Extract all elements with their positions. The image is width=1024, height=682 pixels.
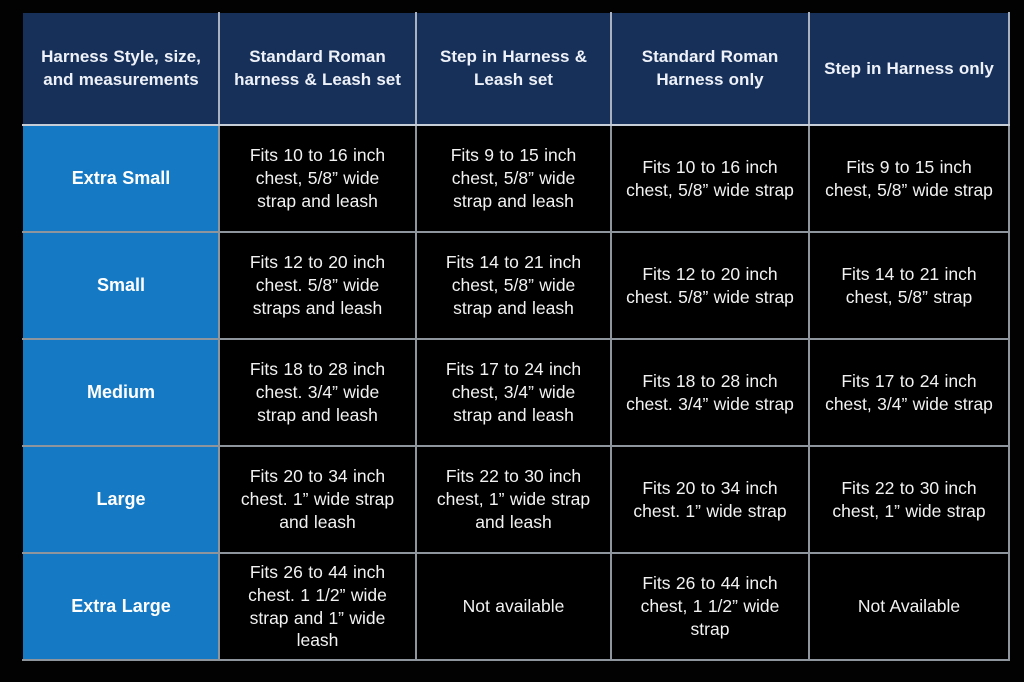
table-cell: Fits 18 to 28 inch chest. 3/4” wide stra… — [610, 338, 810, 447]
table-row-medium: Medium Fits 18 to 28 inch chest. 3/4” wi… — [23, 338, 1010, 447]
table-cell: Fits 26 to 44 inch chest. 1 1/2” wide st… — [218, 552, 417, 661]
table-cell: Fits 12 to 20 inch chest. 5/8” wide stra… — [218, 231, 417, 340]
row-label-medium: Medium — [23, 338, 220, 447]
table-cell: Not Available — [808, 552, 1010, 661]
table-cell: Fits 20 to 34 inch chest. 1” wide strap … — [218, 445, 417, 554]
header-cell-roman-harness-leash-set: Standard Roman harness & Leash set — [218, 13, 417, 126]
table-cell: Fits 10 to 16 inch chest, 5/8” wide stra… — [610, 124, 810, 233]
table-cell: Fits 14 to 21 inch chest, 5/8” wide stra… — [415, 231, 612, 340]
table-cell: Fits 22 to 30 inch chest, 1” wide strap … — [415, 445, 612, 554]
row-label-large: Large — [23, 445, 220, 554]
table-cell: Fits 17 to 24 inch chest, 3/4” wide stra… — [808, 338, 1010, 447]
header-cell-style-size: Harness Style, size, and measurements — [23, 13, 220, 126]
table-cell: Fits 20 to 34 inch chest. 1” wide strap — [610, 445, 810, 554]
table-cell: Fits 26 to 44 inch chest, 1 1/2” wide st… — [610, 552, 810, 661]
header-row: Harness Style, size, and measurements St… — [23, 13, 1010, 126]
table-cell: Fits 14 to 21 inch chest, 5/8” strap — [808, 231, 1010, 340]
table-cell: Fits 9 to 15 inch chest, 5/8” wide strap — [808, 124, 1010, 233]
table-cell: Fits 9 to 15 inch chest, 5/8” wide strap… — [415, 124, 612, 233]
table-cell: Fits 18 to 28 inch chest. 3/4” wide stra… — [218, 338, 417, 447]
table-row-extra-large: Extra Large Fits 26 to 44 inch chest. 1 … — [23, 552, 1010, 661]
row-label-extra-small: Extra Small — [23, 124, 220, 233]
row-label-small: Small — [23, 231, 220, 340]
table-cell: Not available — [415, 552, 612, 661]
row-label-extra-large: Extra Large — [23, 552, 220, 661]
header-cell-roman-harness-only: Standard Roman Harness only — [610, 13, 810, 126]
table-cell: Fits 17 to 24 inch chest, 3/4” wide stra… — [415, 338, 612, 447]
table-cell: Fits 12 to 20 inch chest. 5/8” wide stra… — [610, 231, 810, 340]
table-row-large: Large Fits 20 to 34 inch chest. 1” wide … — [23, 445, 1010, 554]
header-cell-step-in-harness-leash-set: Step in Harness & Leash set — [415, 13, 612, 126]
table-cell: Fits 10 to 16 inch chest, 5/8” wide stra… — [218, 124, 417, 233]
harness-size-chart-table: Harness Style, size, and measurements St… — [22, 12, 1010, 661]
table-row-small: Small Fits 12 to 20 inch chest. 5/8” wid… — [23, 231, 1010, 340]
table-cell: Fits 22 to 30 inch chest, 1” wide strap — [808, 445, 1010, 554]
table-row-extra-small: Extra Small Fits 10 to 16 inch chest, 5/… — [23, 124, 1010, 233]
header-cell-step-in-harness-only: Step in Harness only — [808, 13, 1010, 126]
